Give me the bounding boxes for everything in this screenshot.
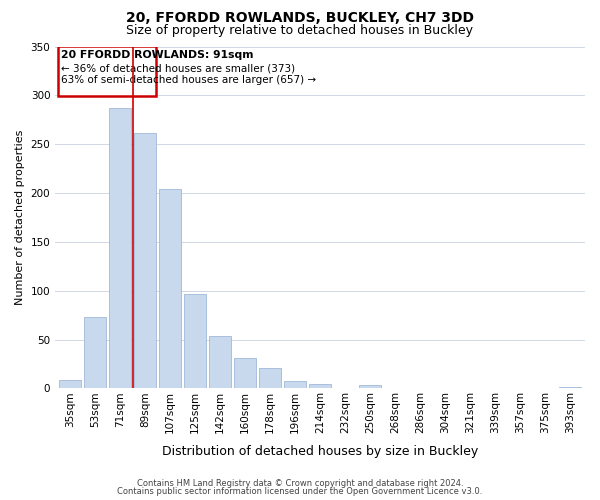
Text: Size of property relative to detached houses in Buckley: Size of property relative to detached ho… <box>127 24 473 37</box>
Text: 20 FFORDD ROWLANDS: 91sqm: 20 FFORDD ROWLANDS: 91sqm <box>61 50 254 60</box>
X-axis label: Distribution of detached houses by size in Buckley: Distribution of detached houses by size … <box>162 444 478 458</box>
Text: 63% of semi-detached houses are larger (657) →: 63% of semi-detached houses are larger (… <box>61 75 317 85</box>
Bar <box>134 134 157 388</box>
Bar <box>109 108 131 388</box>
Bar <box>159 189 181 388</box>
Text: 20, FFORDD ROWLANDS, BUCKLEY, CH7 3DD: 20, FFORDD ROWLANDS, BUCKLEY, CH7 3DD <box>126 11 474 25</box>
Bar <box>84 317 106 388</box>
FancyBboxPatch shape <box>58 46 157 96</box>
Bar <box>59 380 82 388</box>
Bar <box>559 386 581 388</box>
Text: Contains public sector information licensed under the Open Government Licence v3: Contains public sector information licen… <box>118 487 482 496</box>
Bar <box>359 384 382 388</box>
Bar <box>259 368 281 388</box>
Text: ← 36% of detached houses are smaller (373): ← 36% of detached houses are smaller (37… <box>61 63 296 73</box>
Bar <box>209 336 232 388</box>
Bar <box>309 384 331 388</box>
Bar <box>184 294 206 388</box>
Y-axis label: Number of detached properties: Number of detached properties <box>15 130 25 305</box>
Text: Contains HM Land Registry data © Crown copyright and database right 2024.: Contains HM Land Registry data © Crown c… <box>137 478 463 488</box>
Bar <box>284 380 307 388</box>
Bar <box>234 358 256 388</box>
